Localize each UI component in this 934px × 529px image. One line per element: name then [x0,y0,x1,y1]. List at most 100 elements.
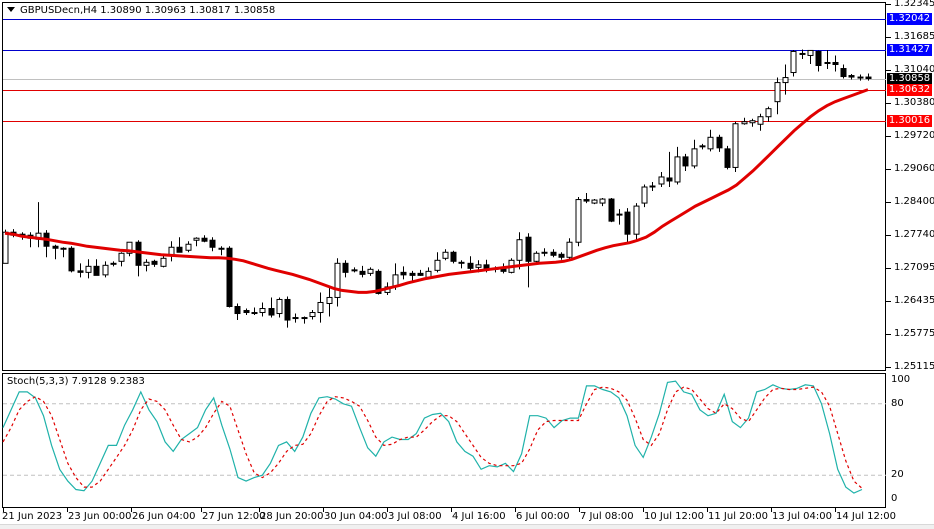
time-axis-label: 27 Jun 12:00 [202,511,266,522]
candle [641,186,648,204]
candle [707,136,714,150]
price-axis-label: 1.26435 [894,295,934,306]
stoch-signal-line [2,386,863,489]
candle [483,264,490,269]
time-tick [643,507,644,512]
candle [815,50,822,67]
time-axis-label: 6 Jul 00:00 [516,511,570,522]
price-tick [886,169,891,170]
price-tick [886,103,891,104]
candle [782,77,789,84]
time-tick [67,507,68,512]
candle [832,61,839,66]
candle [633,205,640,235]
candle [102,264,109,276]
candle [458,261,465,264]
candle [176,246,183,253]
time-tick [771,507,772,512]
time-tick [131,507,132,512]
time-tick [707,507,708,512]
candle [467,262,474,269]
candle [375,270,382,294]
candle [226,247,233,308]
price-axis-label: 1.29720 [894,130,934,141]
candle [135,241,142,266]
candle [541,251,548,254]
time-tick [515,507,516,512]
time-tick [323,507,324,512]
candle [434,259,441,271]
candle [334,262,341,298]
price-tick [886,70,891,71]
dropdown-triangle-icon[interactable] [7,7,15,12]
candle [475,264,482,268]
candle [691,148,698,167]
candle [251,312,258,315]
candle [550,251,557,256]
candle [741,121,748,125]
candle [68,247,75,272]
candle [126,241,133,254]
time-tick [387,507,388,512]
candle [840,68,847,78]
candle [367,268,374,274]
stoch-axis-label: 100 [891,374,911,385]
price-tick [886,367,891,368]
candle [799,52,806,55]
candle [276,298,283,315]
candle [450,251,457,262]
price-axis-label: 1.32345 [894,0,934,9]
candle [151,260,158,265]
stochastic-pane[interactable]: Stoch(5,3,3) 7.9128 9.2383 [2,373,886,508]
candle [77,270,84,273]
candle [658,176,665,185]
candle [749,120,756,124]
time-axis-label: 11 Jul 20:00 [708,511,768,522]
time-axis-label: 14 Jul 12:00 [836,511,896,522]
price-axis-label: 1.30380 [894,97,934,108]
time-tick [259,507,260,512]
time-axis-label: 26 Jun 04:00 [132,511,196,522]
candle [682,156,689,167]
time-axis-label: 3 Jul 08:00 [388,511,442,522]
bottom-bar [0,524,934,529]
candle [193,237,200,241]
candle [608,198,615,222]
candle [674,156,681,183]
price-tick [886,301,891,302]
candle [624,211,631,235]
candle [209,239,216,248]
price-tick [886,202,891,203]
candle [525,236,532,262]
price-tick [886,4,891,5]
price-chart-pane[interactable]: GBPUSDecn,H4 1.30890 1.30963 1.30817 1.3… [2,2,886,371]
candle [60,247,67,250]
time-axis-label: 13 Jul 04:00 [772,511,832,522]
stoch-axis-label: 0 [891,493,898,504]
time-axis-label: 21 Jun 2023 [2,511,63,522]
candle [699,145,706,148]
candle [400,271,407,276]
candle [309,312,316,318]
time-tick [835,507,836,512]
time-tick [579,507,580,512]
price-axis-label: 1.28400 [894,196,934,207]
price-tag: 1.30858 [887,73,932,85]
candle [599,198,606,204]
candle [857,76,864,79]
candle [218,247,225,250]
candle [93,265,100,276]
price-axis-label: 1.29060 [894,163,934,174]
candle [234,306,241,315]
stochastic-label: Stoch(5,3,3) 7.9128 9.2383 [7,376,145,387]
price-axis-label: 1.27095 [894,262,934,273]
candle [790,50,797,74]
candle [666,177,673,182]
time-axis-label: 28 Jun 20:00 [260,511,324,522]
price-axis-label: 1.31685 [894,31,934,42]
price-axis-label: 1.25775 [894,328,934,339]
candle [865,76,872,80]
price-tick [886,334,891,335]
candle [326,296,333,304]
price-axis-label: 1.31040 [894,64,934,75]
